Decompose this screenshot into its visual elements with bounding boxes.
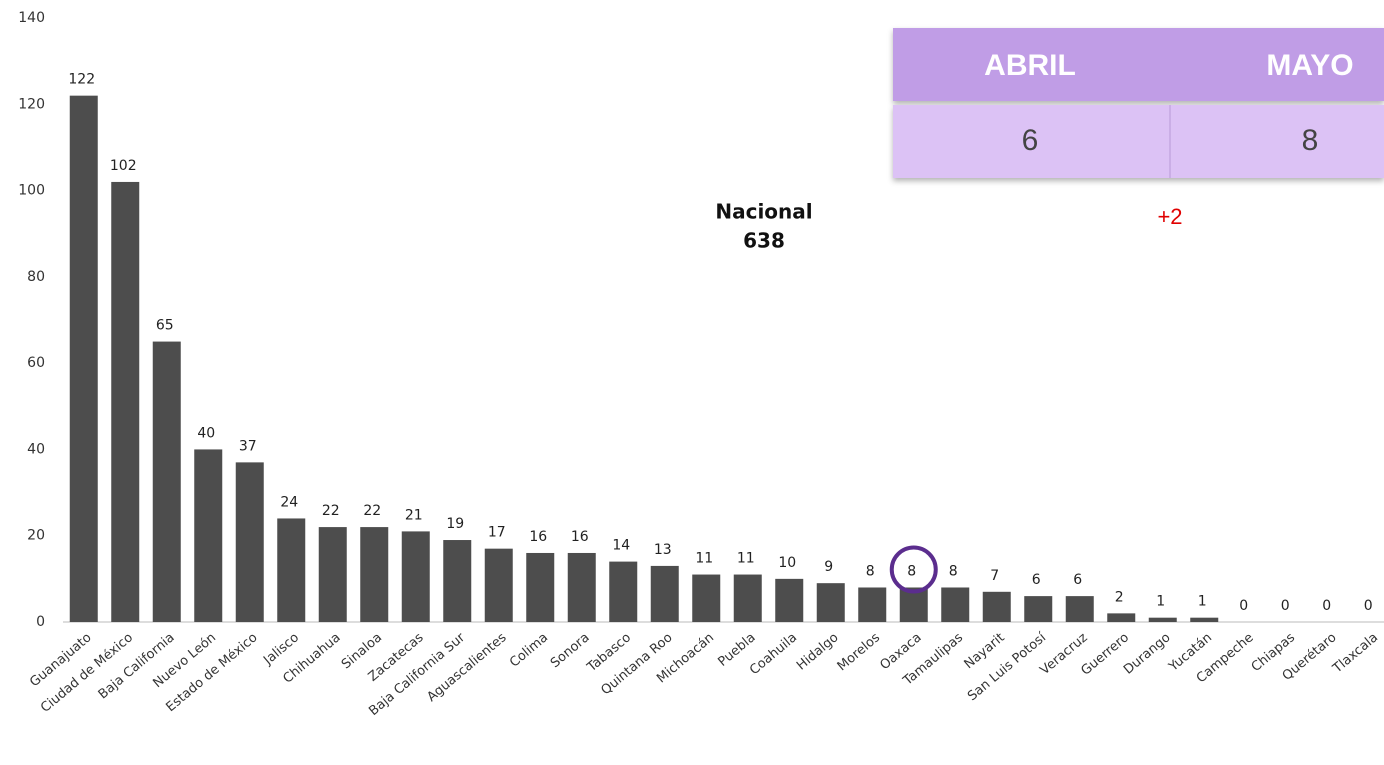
value-label: 11 [737,551,755,567]
value-label: 6 [1032,572,1041,588]
y-tick-label: 60 [27,355,45,371]
bar [401,531,430,622]
bar [941,587,970,622]
annotation-value: 638 [743,229,785,253]
value-label: 37 [239,438,257,454]
bar [1024,596,1053,622]
bar [194,449,223,622]
x-tick-label: Hidalgo [794,630,842,673]
value-label: 13 [654,542,672,558]
x-tick-label: Durango [1121,630,1174,678]
value-label: 9 [824,559,833,575]
value-label: 16 [571,529,589,545]
bar [360,527,389,622]
x-tick-label: Colima [507,630,551,670]
y-tick-label: 120 [18,96,45,112]
value-label: 22 [363,503,381,519]
value-label: 8 [907,563,916,579]
bar [775,578,804,622]
y-tick-label: 140 [18,10,45,26]
bar [609,561,638,622]
annotation-label: Nacional [715,200,812,224]
value-label: 11 [695,551,713,567]
bar [692,574,721,622]
x-tick-label: Quintana Roo [598,630,675,698]
bar [567,552,596,622]
y-tick-label: 80 [27,269,45,285]
y-tick-label: 0 [36,614,45,630]
table-body [893,105,1384,178]
value-label: 7 [990,568,999,584]
value-label: 6 [1073,572,1082,588]
change-label: +2 [1157,204,1182,229]
value-label: 17 [488,525,506,541]
bar [443,540,472,622]
bar [1190,617,1219,622]
value-label: 16 [529,529,547,545]
bar [111,181,140,622]
y-tick-label: 100 [18,183,45,199]
bar [816,583,845,622]
value-label: 0 [1281,598,1290,614]
x-tick-label: Tlaxcala [1330,630,1382,677]
table-cell: 6 [1022,124,1039,157]
x-tick-label: Coahuila [747,630,800,678]
value-label: 65 [156,318,174,334]
x-tick-label: Morelos [835,630,884,674]
bar [733,574,762,622]
value-label: 24 [280,494,298,510]
value-label: 102 [110,158,137,174]
bar [1148,617,1177,622]
bar [858,587,887,622]
value-label: 21 [405,507,423,523]
value-label: 14 [612,538,630,554]
bar [277,518,306,622]
value-label: 0 [1364,598,1373,614]
table-cell: 8 [1302,124,1319,157]
table-header-text: ABRIL [984,49,1076,82]
bar [526,552,555,622]
bar [650,565,679,622]
value-label: 19 [446,516,464,532]
value-label: 2 [1115,589,1124,605]
y-tick-label: 20 [27,528,45,544]
y-tick-label: 40 [27,441,45,457]
bar [235,462,264,622]
bar [318,527,347,622]
value-label: 40 [197,425,215,441]
value-label: 8 [949,563,958,579]
value-label: 0 [1239,598,1248,614]
bar [484,548,513,622]
comparison-table [893,28,1384,178]
value-label: 10 [778,555,796,571]
table-header [893,28,1384,101]
value-label: 1 [1198,594,1207,610]
bar [1107,613,1136,622]
value-label: 1 [1156,594,1165,610]
bar [152,341,181,622]
highlight-circle [889,545,938,594]
bar [69,95,98,622]
value-label: 22 [322,503,340,519]
value-label: 0 [1322,598,1331,614]
table-header-text: MAYO [1266,49,1353,82]
value-label: 122 [68,72,95,88]
bar [982,591,1011,622]
value-label: 8 [866,563,875,579]
bar [1065,596,1094,622]
